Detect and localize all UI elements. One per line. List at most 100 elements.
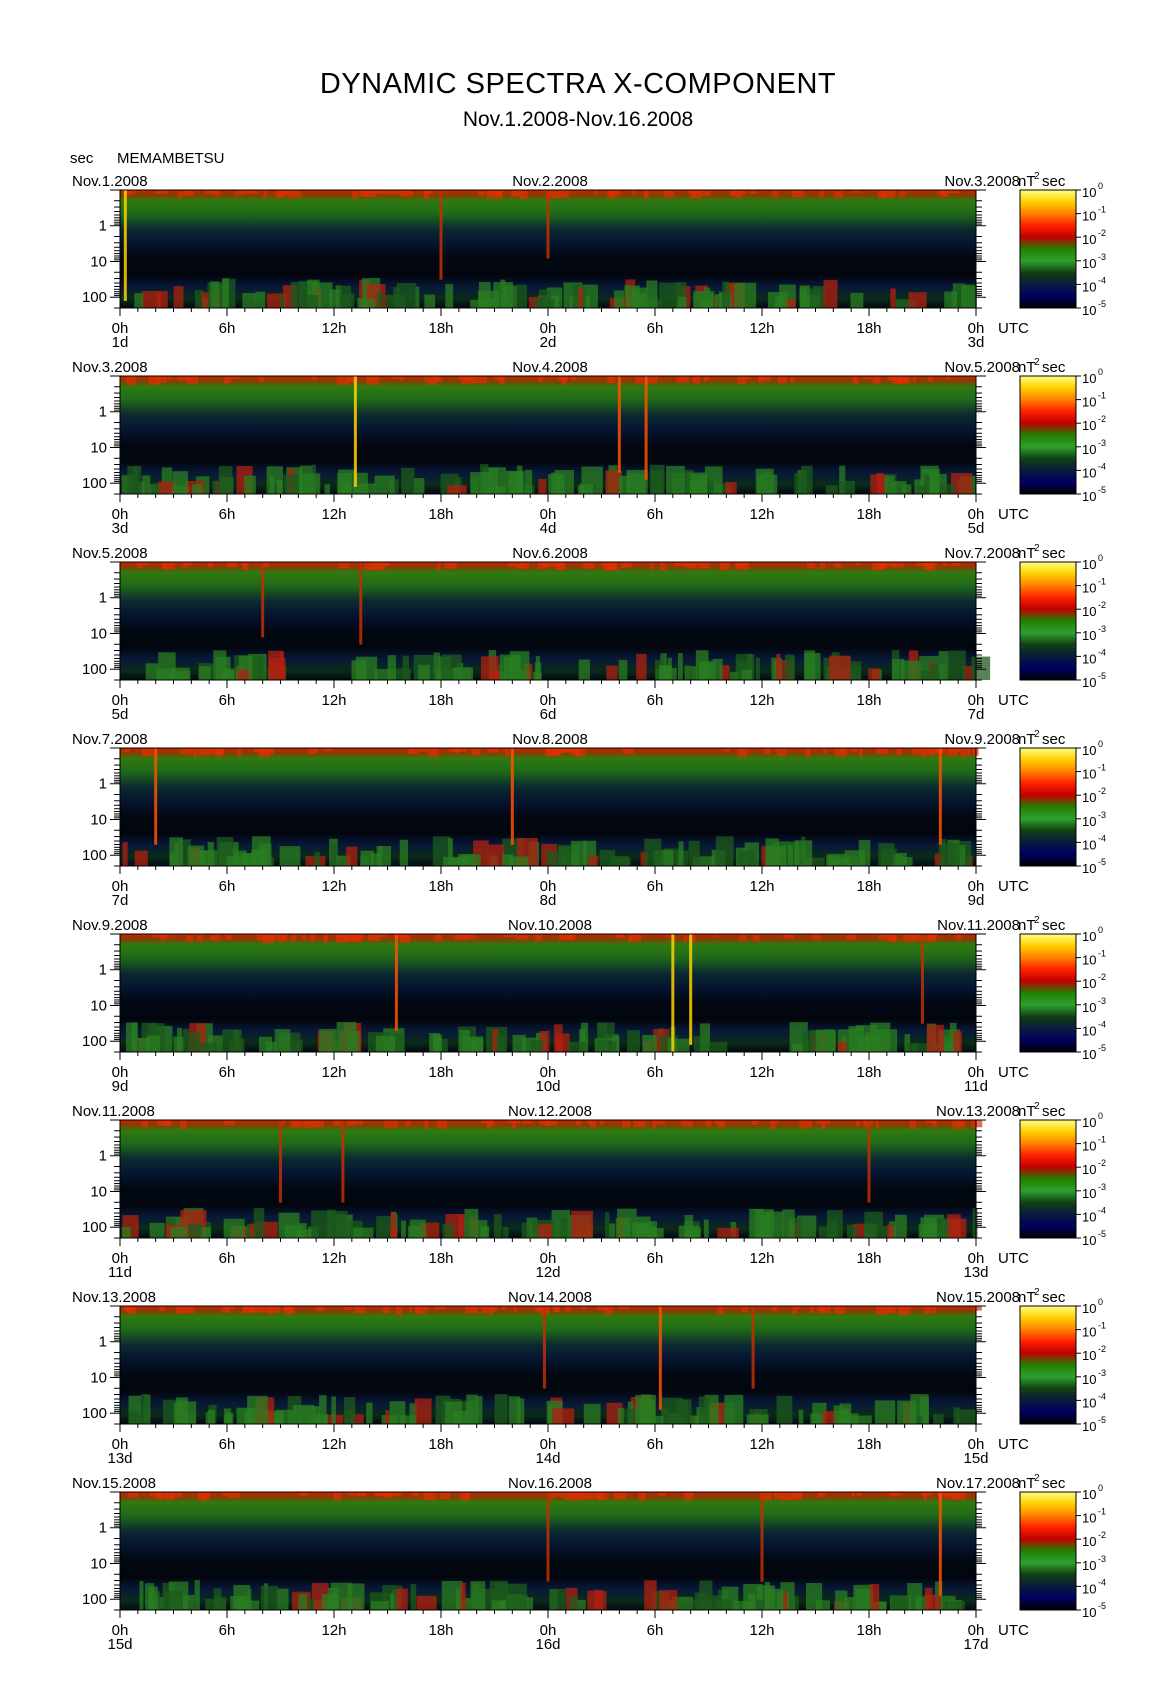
x-tick-label: 6h — [219, 320, 236, 337]
hf-patch — [898, 190, 906, 197]
hf-patch — [182, 1306, 195, 1314]
hf-patch — [242, 1306, 255, 1313]
colorbar-tick-base: 10 — [1082, 651, 1096, 666]
activity-patch — [410, 1584, 417, 1610]
hf-patch — [660, 562, 666, 571]
hf-patch — [409, 748, 419, 754]
activity-patch — [538, 478, 547, 494]
activity-patch — [578, 287, 583, 308]
hf-patch — [423, 1492, 437, 1501]
colorbar-tick-exp: -1 — [1098, 763, 1106, 773]
hf-patch — [945, 1492, 953, 1496]
activity-patch — [666, 465, 685, 494]
activity-patch — [137, 1038, 150, 1052]
activity-patch — [799, 285, 811, 308]
activity-patch — [191, 484, 203, 494]
colorbar-tick-base: 10 — [1082, 1372, 1096, 1387]
hf-patch — [287, 1306, 291, 1311]
activity-patch — [319, 1395, 327, 1424]
hf-patch — [157, 376, 162, 380]
colorbar-unit-sup: 2 — [1034, 171, 1040, 182]
colorbar-tick-base: 10 — [1082, 303, 1096, 318]
hf-patch — [550, 1492, 555, 1499]
activity-patch — [734, 282, 757, 308]
day-label: 15d — [107, 1636, 132, 1653]
colorbar-unit: nT — [1018, 917, 1036, 934]
colorbar-unit-tail: sec — [1042, 731, 1066, 748]
hf-patch — [737, 748, 748, 757]
activity-patch — [578, 659, 591, 680]
x-tick-label: 18h — [856, 506, 881, 523]
y-tick-label: 100 — [82, 475, 107, 492]
hf-patch — [780, 1492, 793, 1501]
colorbar-tick-exp: -3 — [1098, 624, 1106, 634]
activity-patch — [644, 1580, 657, 1610]
activity-patch — [938, 843, 960, 866]
activity-patch — [445, 1401, 463, 1424]
x-tick-label: 0h — [968, 1250, 985, 1267]
colorbar-tick-base: 10 — [1082, 976, 1096, 991]
activity-patch — [418, 664, 431, 680]
hf-patch — [160, 934, 165, 941]
activity-patch — [416, 1595, 437, 1610]
hf-patch — [773, 1120, 779, 1124]
x-tick-label: 0h — [112, 692, 129, 709]
colorbar-unit-tail: sec — [1042, 359, 1066, 376]
x-unit-label: UTC — [998, 692, 1029, 709]
colorbar-tick-exp: -5 — [1098, 1043, 1106, 1053]
activity-patch — [961, 285, 977, 308]
y-tick-label: 1 — [99, 1520, 107, 1537]
activity-patch — [145, 663, 159, 680]
activity-patch — [917, 485, 928, 494]
hf-patch — [534, 1306, 546, 1312]
spectra-panel: Nov.15.2008 Nov.16.2008 Nov.17.20081101000… — [72, 1473, 1106, 1653]
activity-patch — [173, 286, 184, 308]
activity-patch — [390, 1227, 398, 1238]
activity-patch — [389, 1593, 395, 1610]
hf-patch — [555, 748, 567, 753]
hf-patch — [395, 1306, 403, 1315]
event-streak — [658, 1306, 662, 1410]
x-tick-label: 18h — [428, 1250, 453, 1267]
hf-patch — [415, 1306, 422, 1312]
activity-patch — [351, 1414, 364, 1424]
hf-patch — [575, 1120, 581, 1126]
hf-patch — [291, 934, 297, 942]
event-streak — [751, 1306, 755, 1389]
hf-patch — [846, 934, 856, 940]
activity-patch — [569, 1596, 578, 1610]
hf-patch — [303, 1120, 315, 1124]
activity-patch — [804, 857, 825, 866]
hf-patch — [487, 748, 499, 753]
hf-patch — [387, 190, 400, 195]
x-tick-label: 12h — [749, 1064, 774, 1081]
activity-patch — [499, 654, 522, 680]
hf-patch — [186, 934, 194, 942]
hf-patch — [609, 190, 621, 197]
activity-patch — [794, 840, 813, 866]
hf-patch — [820, 562, 826, 570]
activity-patch — [409, 1403, 417, 1424]
activity-patch — [374, 475, 395, 494]
activity-patch — [907, 1043, 918, 1052]
hf-patch — [560, 1492, 565, 1497]
y-tick-label: 10 — [90, 997, 107, 1014]
colorbar-unit-sup: 2 — [1034, 1473, 1040, 1484]
hf-patch — [278, 934, 285, 942]
colorbar-tick-exp: -2 — [1098, 228, 1106, 238]
activity-patch — [848, 1026, 864, 1052]
colorbar-unit-sup: 2 — [1034, 543, 1040, 554]
activity-patch — [453, 667, 473, 680]
hf-patch — [973, 1306, 982, 1311]
colorbar-tick-exp: -4 — [1098, 1019, 1106, 1029]
panel-date-right: Nov.13.2008 — [936, 1103, 1020, 1120]
hf-patch — [926, 934, 931, 942]
hf-patch — [909, 1120, 917, 1129]
activity-patch — [205, 1598, 227, 1610]
hf-patch — [348, 1492, 355, 1496]
x-tick-label: 0h — [540, 1436, 557, 1453]
colorbar-tick-base: 10 — [1082, 628, 1096, 643]
colorbar-tick-base: 10 — [1082, 395, 1096, 410]
colorbar-tick-exp: -4 — [1098, 275, 1106, 285]
